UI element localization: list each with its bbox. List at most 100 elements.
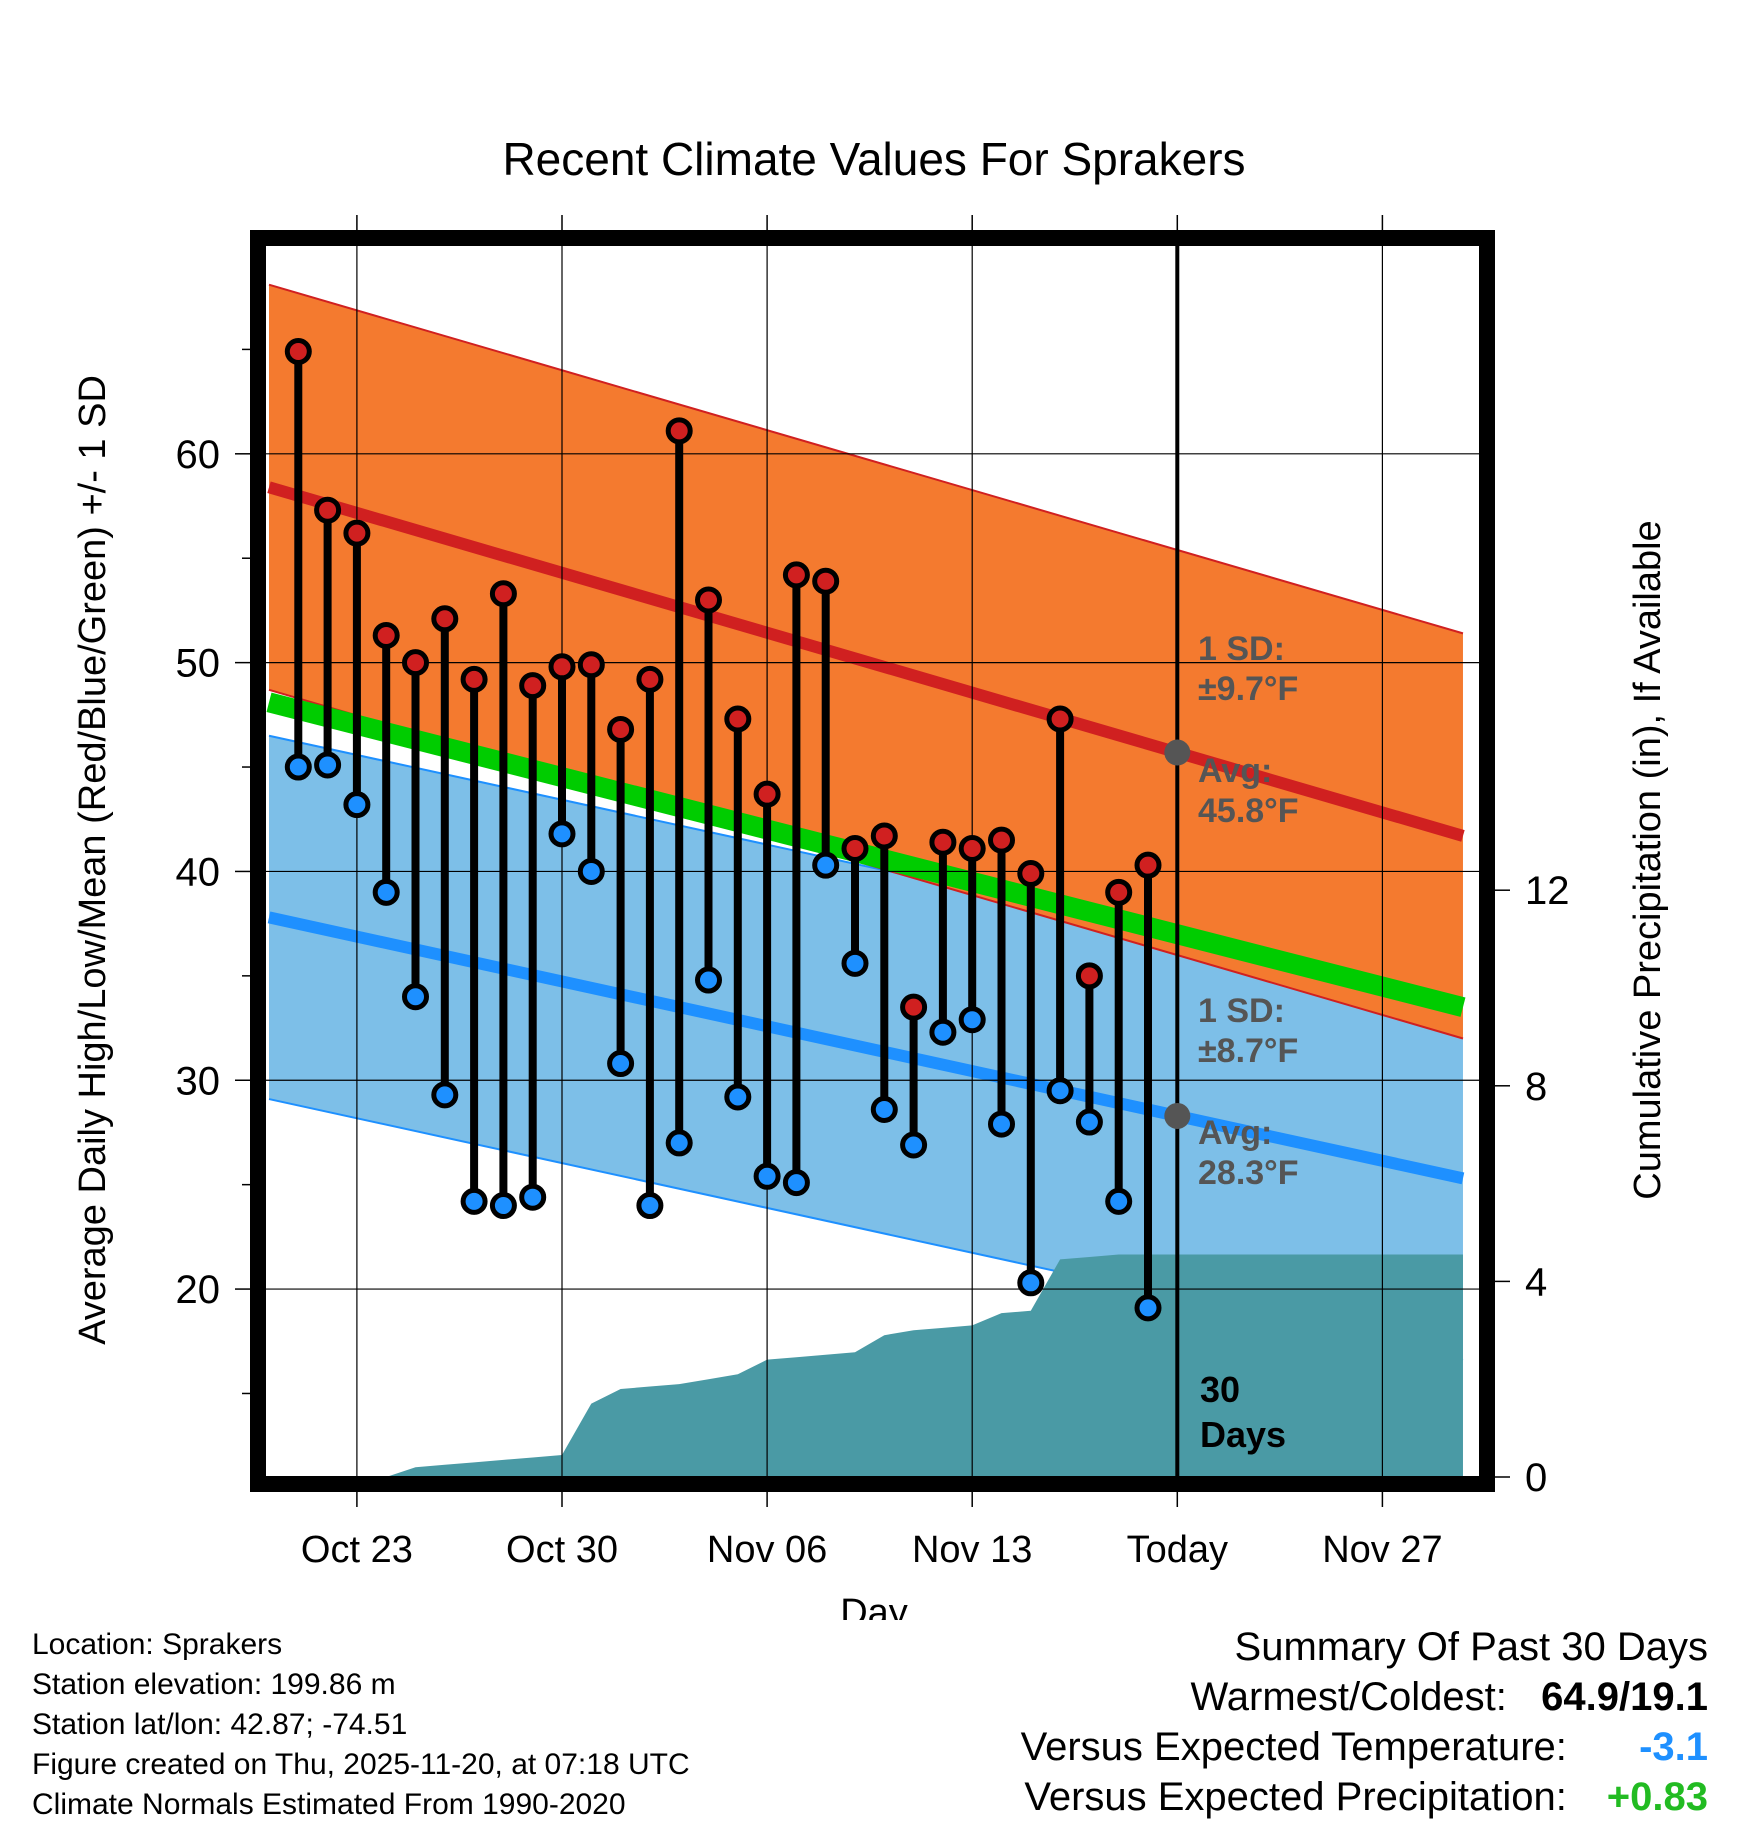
daily-high-point xyxy=(900,993,928,1021)
daily-low-point xyxy=(519,1183,547,1211)
y-tick-label: 60 xyxy=(176,433,221,477)
summary-panel: Summary Of Past 30 Days Warmest/Coldest:… xyxy=(1021,1622,1708,1822)
daily-high-point xyxy=(402,649,429,677)
y-tick-label: 50 xyxy=(176,642,221,686)
daily-high-point xyxy=(695,586,722,614)
y-tick-label: 20 xyxy=(176,1268,221,1312)
daily-high-point xyxy=(548,653,576,681)
daily-low-point xyxy=(958,1006,986,1034)
daily-high-point xyxy=(1075,962,1103,990)
days-label: Days xyxy=(1200,1414,1286,1455)
daily-low-point xyxy=(1075,1108,1103,1136)
daily-high-point xyxy=(577,651,605,679)
daily-high-point xyxy=(607,715,635,743)
daily-high-point xyxy=(958,834,986,862)
normals-text: Climate Normals Estimated From 1990-2020 xyxy=(32,1788,626,1821)
x-tick-label: Today xyxy=(1127,1529,1228,1571)
latlon-text: Station lat/lon: 42.87; -74.51 xyxy=(32,1708,408,1741)
daily-low-point xyxy=(489,1192,517,1220)
y2-tick-label: 0 xyxy=(1525,1456,1547,1500)
warm-cold-label: Warmest/Coldest: xyxy=(1190,1675,1507,1719)
daily-high-point xyxy=(782,561,810,589)
daily-high-point xyxy=(1134,851,1162,879)
y2-axis-label: Cumulative Precipitation (in), If Availa… xyxy=(1627,520,1669,1199)
daily-high-point xyxy=(753,780,781,808)
daily-low-point xyxy=(343,791,371,819)
daily-low-point xyxy=(577,857,605,885)
daily-high-point xyxy=(988,826,1015,854)
y-tick-label: 40 xyxy=(176,850,221,894)
daily-high-point xyxy=(431,605,459,633)
daily-high-point xyxy=(343,519,371,547)
daily-low-point xyxy=(753,1162,781,1190)
x-axis-label: Day xyxy=(840,1592,908,1620)
y-axis-label: Average Daily High/Low/Mean (Red/Blue/Gr… xyxy=(72,375,114,1345)
low-sd-annotation: ±8.7°F xyxy=(1198,1032,1298,1070)
warm-cold-row: Warmest/Coldest: 64.9/19.1 xyxy=(1021,1672,1709,1722)
daily-low-point xyxy=(665,1129,693,1157)
daily-low-point xyxy=(870,1095,898,1123)
high-sd-annotation: ±9.7°F xyxy=(1198,670,1298,708)
low-sd-annotation: 1 SD: xyxy=(1198,992,1285,1030)
daily-low-point xyxy=(841,949,869,977)
precip-anomaly-row: Versus Expected Precipitation: +0.83 xyxy=(1021,1772,1708,1822)
x-tick-label: Nov 27 xyxy=(1322,1529,1442,1571)
daily-low-point xyxy=(402,983,429,1011)
daily-low-point xyxy=(548,820,576,848)
y2-tick-label: 8 xyxy=(1525,1065,1547,1109)
daily-high-point xyxy=(636,665,664,693)
low-avg-annotation: 28.3°F xyxy=(1198,1154,1299,1192)
daily-high-point xyxy=(1105,878,1133,906)
precip-anomaly-value: +0.83 xyxy=(1606,1775,1708,1819)
high-sd-annotation: 1 SD: xyxy=(1198,630,1285,668)
x-tick-label: Nov 06 xyxy=(707,1529,827,1571)
daily-high-point xyxy=(812,567,840,595)
precip-anomaly-label: Versus Expected Precipitation: xyxy=(1024,1775,1567,1819)
daily-low-point xyxy=(314,751,342,779)
normal-low-line xyxy=(267,911,1465,1185)
x-tick-label: Oct 23 xyxy=(301,1529,413,1571)
warm-cold-value: 64.9/19.1 xyxy=(1541,1675,1708,1719)
daily-high-point xyxy=(665,417,693,445)
daily-low-point xyxy=(607,1050,635,1078)
daily-high-point xyxy=(460,665,488,693)
daily-high-point xyxy=(929,828,957,856)
daily-low-point xyxy=(460,1187,488,1215)
days-label: 30 xyxy=(1200,1369,1240,1410)
daily-low-point xyxy=(900,1131,928,1159)
low-avg-marker xyxy=(1164,1102,1191,1129)
daily-low-point xyxy=(1017,1269,1045,1297)
high-avg-annotation: Avg: xyxy=(1198,752,1272,790)
summary-title: Summary Of Past 30 Days xyxy=(1234,1625,1708,1669)
daily-low-point xyxy=(988,1110,1015,1138)
daily-low-point xyxy=(372,878,400,906)
daily-low-point xyxy=(431,1081,459,1109)
daily-low-point xyxy=(695,966,722,994)
daily-high-point xyxy=(314,496,342,524)
location-text: Location: Sprakers xyxy=(32,1628,283,1661)
climate-chart: Recent Climate Values For Sprakers 1 SD:… xyxy=(72,133,1669,1620)
daily-high-point xyxy=(489,580,517,608)
daily-low-point xyxy=(1046,1077,1074,1105)
created-text: Figure created on Thu, 2025-11-20, at 07… xyxy=(32,1748,690,1781)
low-avg-annotation: Avg: xyxy=(1198,1114,1272,1152)
station-info: Location: Sprakers Station elevation: 19… xyxy=(32,1625,690,1825)
temp-anomaly-value: -3.1 xyxy=(1639,1725,1708,1769)
daily-high-point xyxy=(724,705,752,733)
daily-high-point xyxy=(284,337,312,365)
daily-high-point xyxy=(870,822,898,850)
daily-high-point xyxy=(372,621,400,649)
daily-low-point xyxy=(1134,1294,1162,1322)
x-tick-label: Oct 30 xyxy=(506,1529,618,1571)
chart-title: Recent Climate Values For Sprakers xyxy=(502,133,1245,185)
daily-low-point xyxy=(812,851,840,879)
daily-low-point xyxy=(782,1169,810,1197)
high-sd-band-upper-edge xyxy=(268,283,1464,635)
daily-high-point xyxy=(1017,860,1045,888)
normal-high-line xyxy=(267,481,1465,842)
daily-high-point xyxy=(1046,705,1074,733)
plot-frame xyxy=(250,230,1495,1492)
daily-high-point xyxy=(519,672,547,700)
temp-anomaly-row: Versus Expected Temperature: -3.1 xyxy=(1021,1722,1708,1772)
